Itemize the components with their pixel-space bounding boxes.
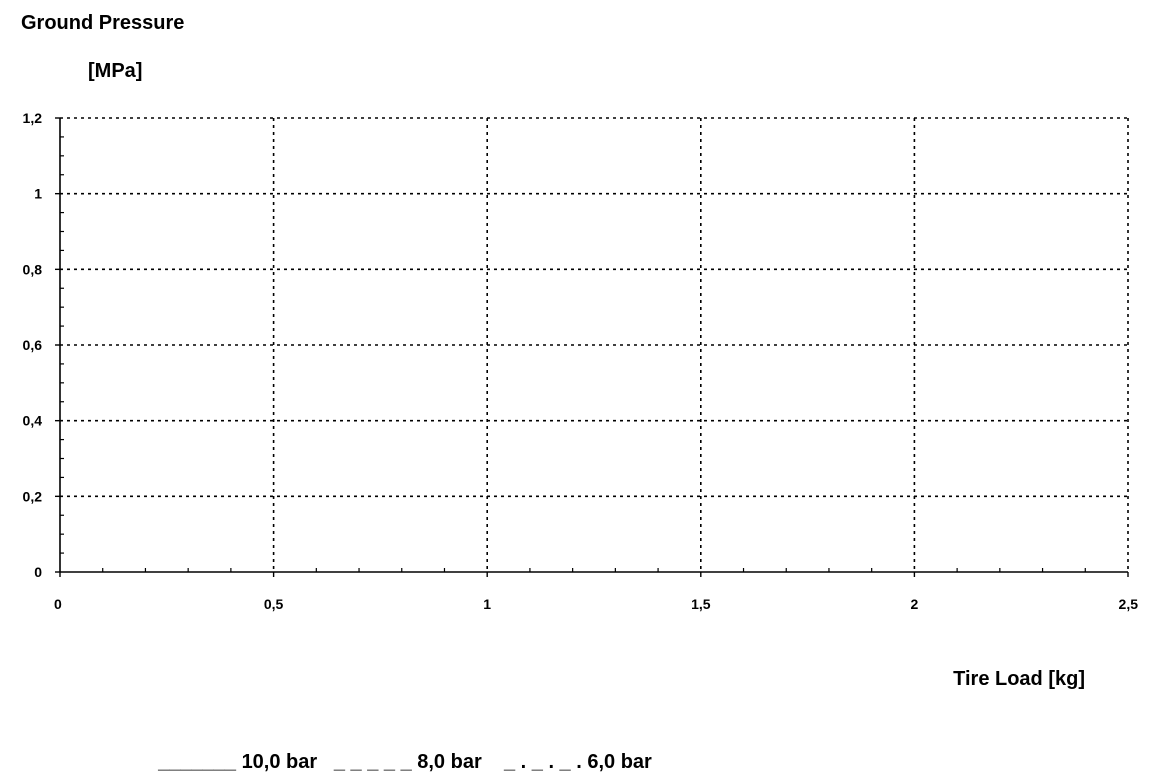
y-axis-unit: [MPa] <box>88 60 143 82</box>
legend-label-10bar: 10,0 bar <box>241 751 318 773</box>
legend: _______ 10,0 bar _ _ _ _ _ 8,0 bar _ . _… <box>147 728 652 774</box>
y-tick-label: 0,4 <box>23 413 43 429</box>
x-tick-label: 2,5 <box>1119 596 1139 612</box>
legend-label-8bar: 8,0 bar <box>417 751 482 773</box>
y-tick-label: 0,6 <box>23 337 43 353</box>
y-tick-label: 1 <box>34 186 42 202</box>
legend-marker-dashed: _ _ _ _ _ <box>333 751 412 773</box>
y-axis-title: Ground Pressure <box>21 12 185 34</box>
y-tick-label: 1,2 <box>23 110 43 126</box>
y-tick-label: 0,8 <box>23 261 43 277</box>
x-axis-title: Tire Load [kg] <box>953 668 1085 690</box>
x-tick-label: 2 <box>911 596 919 612</box>
x-tick-label: 0,5 <box>264 596 284 612</box>
legend-marker-solid: _______ <box>158 751 236 773</box>
legend-label-6bar: 6,0 bar <box>587 751 652 773</box>
x-tick-label: 1 <box>483 596 491 612</box>
chart-plot: 0 0,2 0,4 0,6 0,8 1 1,2 0 0,5 1 1,5 2 2,5 <box>23 110 1139 612</box>
x-tick-label: 1,5 <box>691 596 711 612</box>
x-tick-label: 0 <box>54 596 62 612</box>
y-tick-label: 0 <box>34 564 42 580</box>
y-tick-label: 0,2 <box>23 488 43 504</box>
legend-marker-dashdot: _ . _ . _ . <box>503 751 582 773</box>
